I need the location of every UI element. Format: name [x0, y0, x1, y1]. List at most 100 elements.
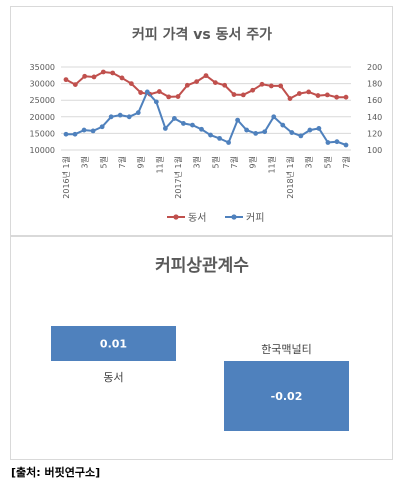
data-point: [181, 121, 186, 126]
bar: [224, 361, 349, 431]
data-point: [162, 126, 168, 131]
data-point: [240, 92, 246, 98]
data-point: [334, 139, 340, 145]
data-point: [244, 127, 250, 133]
data-point: [171, 116, 177, 121]
legend-marker: [173, 214, 179, 220]
bar-category-label: 동서: [103, 371, 123, 384]
y-left-tick-label: 20000: [30, 113, 55, 122]
data-point: [235, 117, 241, 123]
data-point: [72, 82, 78, 87]
data-point: [280, 122, 286, 128]
data-point: [72, 131, 78, 137]
data-point: [316, 126, 322, 131]
data-point: [190, 122, 195, 128]
data-point: [250, 87, 256, 93]
data-point: [343, 142, 349, 148]
y-right-tick-label: 180: [367, 80, 382, 89]
data-point: [63, 131, 69, 137]
legend-label: 커피: [246, 212, 264, 224]
x-tick-label: 7월: [229, 156, 239, 168]
legend-label: 동서: [188, 212, 206, 224]
x-tick-label: 7월: [117, 156, 127, 168]
x-tick-label: 9월: [248, 156, 258, 168]
x-tick-label: 9월: [136, 156, 146, 168]
bar-value-label: 0.01: [100, 338, 127, 351]
data-point: [289, 130, 295, 135]
line-chart: 커피 가격 vs 동서 주가 10000 15000 20000 25000 30000 3…: [30, 26, 383, 224]
data-point: [231, 92, 237, 97]
data-point: [217, 135, 222, 141]
y-right-tick-label: 100: [367, 146, 382, 155]
data-point: [117, 112, 123, 118]
y-left-tick-label: 30000: [30, 80, 55, 89]
x-tick-label: 2018년 1월: [285, 156, 295, 199]
data-point: [153, 99, 159, 105]
data-point: [91, 74, 97, 80]
bar-chart-panel: 커피상관계수 0.01 동서 -0.02 한국맥널티: [10, 236, 393, 460]
data-point: [262, 129, 268, 135]
data-point: [222, 82, 228, 88]
data-point: [108, 114, 114, 120]
y-right-tick-label: 200: [367, 63, 382, 72]
data-point: [259, 81, 265, 87]
x-tick-label: 5월: [98, 156, 108, 168]
data-point: [307, 127, 313, 133]
y-left-tick-label: 10000: [30, 146, 55, 155]
data-point: [194, 79, 200, 85]
bar-chart: 커피상관계수 0.01 동서 -0.02 한국맥널티: [51, 256, 349, 431]
data-point: [126, 114, 132, 120]
y-left-tick-label: 35000: [30, 63, 55, 72]
x-tick-label: 11월: [266, 156, 276, 174]
data-point: [253, 131, 259, 136]
data-point: [203, 73, 209, 79]
data-point: [296, 91, 302, 96]
data-point: [135, 110, 141, 116]
data-point: [144, 89, 150, 95]
x-tick-label: 2016년 1월: [61, 156, 71, 199]
data-point: [334, 94, 340, 100]
data-point: [110, 70, 116, 76]
x-tick-label: 5월: [210, 156, 220, 168]
data-point: [271, 114, 277, 120]
data-point: [324, 92, 330, 98]
x-tick-label: 5월: [322, 156, 332, 168]
data-point: [298, 133, 304, 139]
bar: [51, 326, 176, 361]
data-point: [119, 75, 125, 81]
x-tick-label: 11월: [154, 156, 164, 174]
data-point: [212, 80, 218, 86]
bar-chart-title: 커피상관계수: [155, 256, 249, 276]
bar-value-label: -0.02: [271, 390, 303, 403]
data-point: [128, 81, 134, 86]
chart-title: 커피 가격 vs 동서 주가: [132, 26, 272, 43]
data-point: [90, 128, 96, 134]
data-point: [343, 94, 349, 100]
x-tick-label: 3월: [80, 156, 90, 168]
data-point: [138, 90, 144, 95]
data-point: [268, 83, 274, 89]
data-point: [175, 94, 181, 99]
data-point: [315, 93, 321, 98]
y-right-tick-label: 160: [367, 96, 382, 105]
data-point: [325, 140, 331, 145]
data-point: [306, 89, 312, 95]
data-point: [82, 73, 88, 79]
data-point: [156, 89, 162, 94]
y-right-tick-label: 140: [367, 113, 382, 122]
data-point: [208, 132, 213, 138]
line-chart-panel: 커피 가격 vs 동서 주가 10000 15000 20000 25000 30000 3…: [10, 6, 393, 236]
data-point: [166, 94, 172, 100]
source-note: [출처: 버핏연구소]: [11, 466, 101, 479]
data-point: [63, 77, 69, 83]
x-tick-label: 3월: [192, 156, 202, 168]
y-left-tick-label: 15000: [30, 129, 55, 138]
data-point: [184, 82, 190, 88]
data-point: [99, 124, 105, 130]
x-tick-label: 3월: [304, 156, 314, 168]
data-point: [199, 126, 204, 132]
data-point: [287, 96, 293, 101]
data-point: [278, 83, 284, 89]
x-tick-label: 7월: [341, 156, 351, 168]
bar-category-label: 한국맥널티: [261, 343, 312, 356]
